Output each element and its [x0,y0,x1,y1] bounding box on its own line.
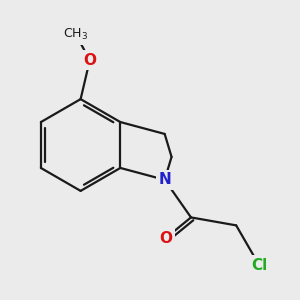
Text: Cl: Cl [251,258,267,273]
Text: N: N [158,172,171,187]
Text: O: O [83,52,96,68]
Text: O: O [159,231,172,246]
Text: O: O [70,28,82,42]
Text: CH$_3$: CH$_3$ [64,27,88,42]
